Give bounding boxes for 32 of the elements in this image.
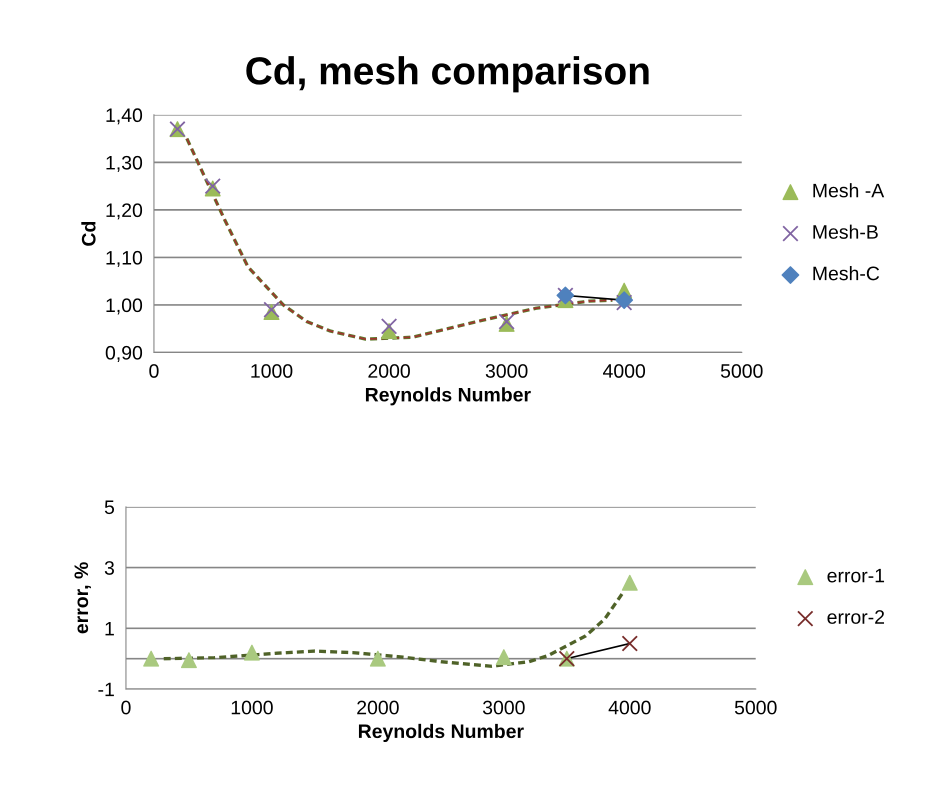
x-tick-label: 0 [149, 364, 159, 378]
x-tick-label: 5000 [720, 364, 763, 378]
y-tick-label: 1,00 [106, 298, 142, 314]
y-tick-label: 1 [106, 622, 114, 636]
y-tick-label: 1,40 [106, 108, 142, 124]
x-axis-title: Reynolds Number [358, 724, 524, 742]
x-tick-label: 4000 [603, 364, 646, 378]
x-tick-label: 3000 [482, 700, 525, 714]
x-axis-title: Reynolds Number [366, 387, 531, 406]
x-tick-label: 5000 [734, 700, 777, 714]
x-tick-label: 2000 [368, 364, 410, 378]
x-tick-label: 4000 [608, 700, 651, 714]
legend-label: Mesh -A [813, 183, 884, 198]
legend-label: Mesh-C [813, 266, 880, 280]
legend-label: error-2 [827, 610, 884, 624]
x-tick-label: 1000 [251, 364, 292, 378]
y-tick-label: 1,30 [106, 156, 142, 172]
y-tick-label: 0,90 [106, 346, 142, 362]
y-tick-label: 3 [104, 561, 114, 575]
x-tick-label: 1000 [232, 700, 273, 714]
y-axis-title: Cd [81, 222, 96, 246]
x-tick-label: 0 [121, 700, 131, 714]
legend-label: error-1 [827, 568, 884, 582]
legend-label: Mesh-B [813, 224, 878, 239]
x-tick-label: 2000 [357, 700, 399, 714]
chart-title: Cd, mesh comparison [246, 56, 649, 92]
y-tick-label: 1,10 [106, 250, 142, 267]
y-tick-label: 5 [104, 500, 114, 514]
y-tick-label: -1 [98, 682, 114, 696]
y-axis-title: error, % [74, 562, 91, 634]
x-tick-label: 3000 [486, 364, 528, 378]
y-tick-label: 1,20 [106, 203, 142, 220]
